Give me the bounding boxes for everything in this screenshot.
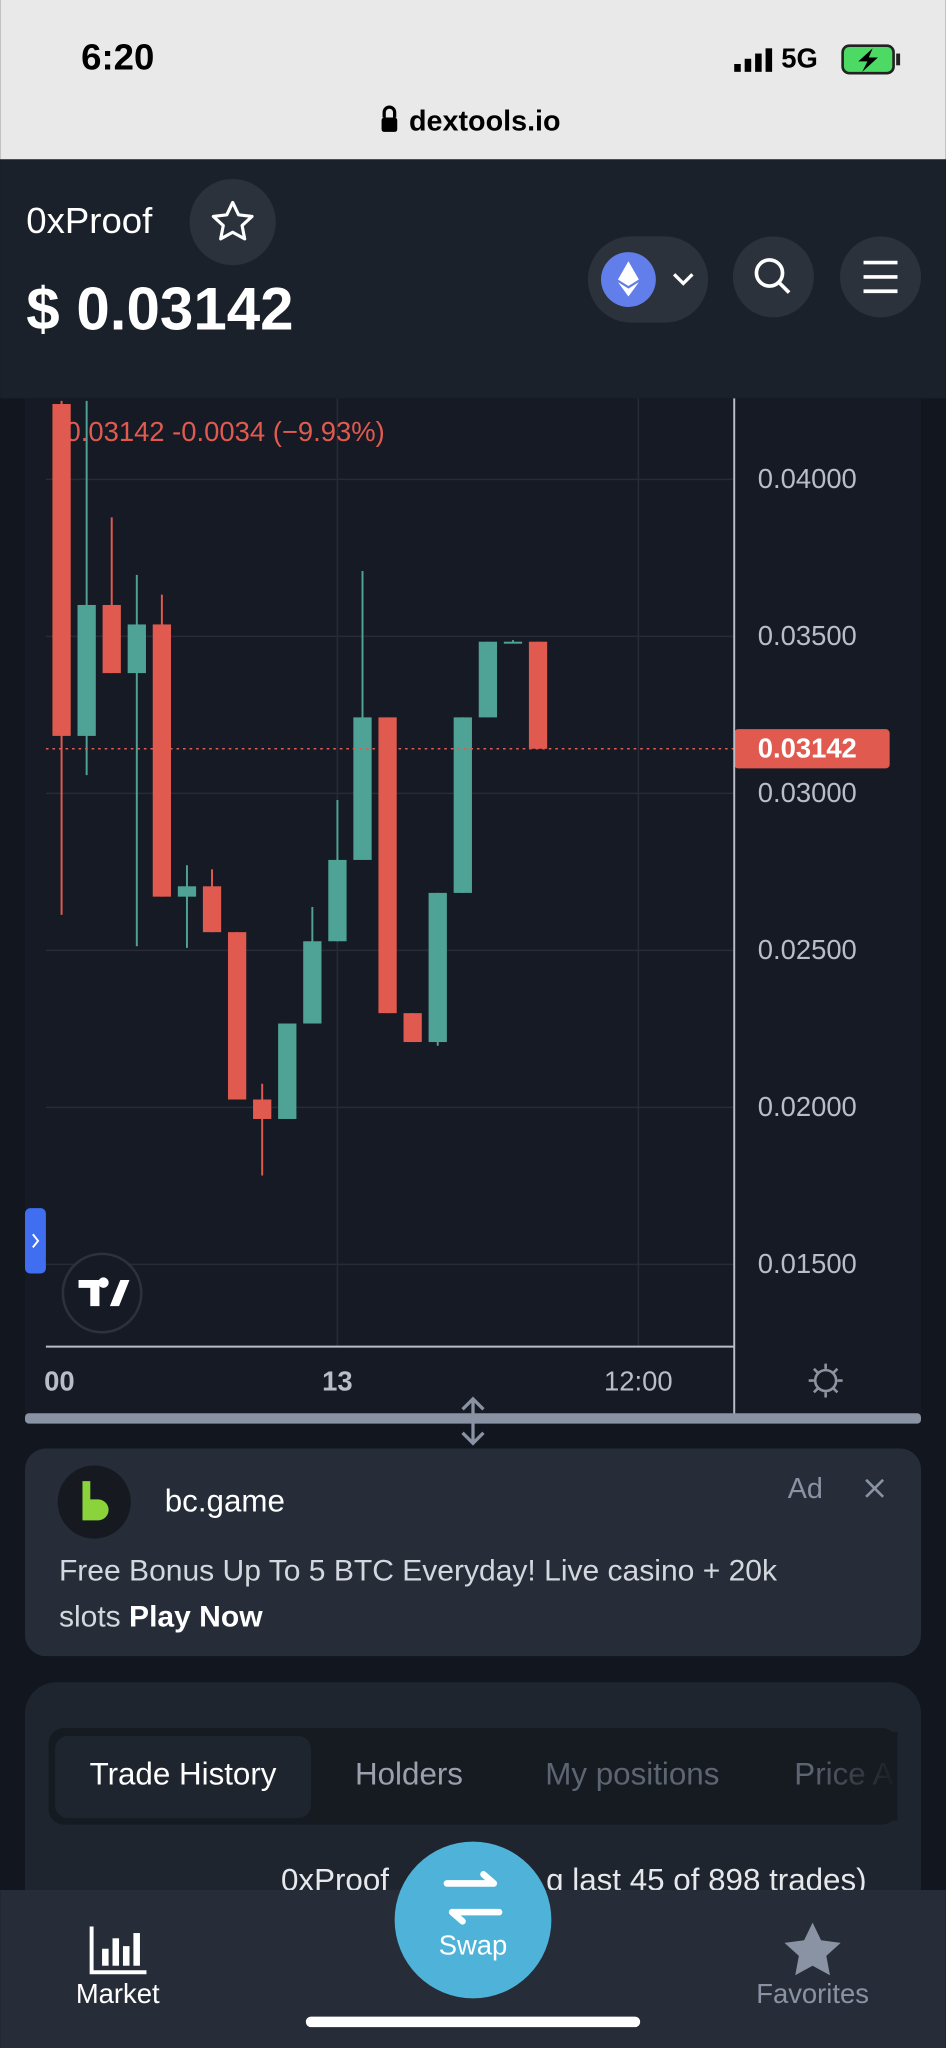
- home-indicator: [305, 2016, 641, 2028]
- candle-body: [77, 604, 96, 736]
- url: dextools.io: [409, 105, 561, 137]
- nav-label[interactable]: Favorites: [756, 1978, 869, 2009]
- candle-body: [202, 886, 222, 933]
- tv-glyph: [78, 1277, 130, 1307]
- ad-text-line2: slots: [59, 1600, 121, 1633]
- menu-icon: [863, 260, 898, 294]
- clock: 6:20: [81, 37, 154, 78]
- candle-body: [278, 1023, 297, 1119]
- search-icon: [754, 258, 791, 294]
- ad-cta[interactable]: Play Now: [129, 1600, 263, 1633]
- ad-close[interactable]: [865, 1478, 885, 1498]
- last-price-label: 0.03142: [758, 732, 857, 763]
- candle-body: [102, 604, 121, 674]
- ad-text: slots Play Now: [59, 1600, 263, 1633]
- side-tab[interactable]: [25, 1208, 46, 1274]
- active-tab[interactable]: [55, 1735, 312, 1819]
- ad-text: Free Bonus Up To 5 BTC Everyday! Live ca…: [59, 1555, 778, 1588]
- candle-body: [503, 641, 523, 644]
- candle-body: [528, 641, 548, 749]
- x-tick-label: 13: [322, 1365, 352, 1396]
- favorites-icon[interactable]: [784, 1922, 841, 1976]
- side-tab-arrow: [32, 1233, 40, 1248]
- chevron: [672, 273, 694, 286]
- y-tick-label: 0.03000: [758, 777, 857, 808]
- candle-body: [127, 624, 146, 674]
- ad-brand: bc.game: [165, 1484, 285, 1519]
- ad-tag: Ad: [788, 1473, 823, 1505]
- candle-body: [177, 886, 197, 897]
- status-bar: [0, 0, 946, 160]
- candle-body: [253, 1099, 272, 1119]
- y-tick-label: 0.02500: [758, 934, 857, 965]
- candle-body: [353, 717, 372, 860]
- signal-icon: [734, 48, 773, 72]
- candle-body: [152, 624, 172, 897]
- candle-body: [328, 859, 347, 942]
- price: $ 0.03142: [26, 275, 293, 342]
- y-tick-label: 0.01500: [758, 1248, 857, 1279]
- candle-body: [52, 404, 71, 736]
- candle-body: [303, 941, 322, 1024]
- nav-label[interactable]: Swap: [439, 1930, 508, 1961]
- token-name: 0xProof: [26, 200, 153, 241]
- last-price-tag: [734, 729, 890, 769]
- candle-body: [227, 932, 247, 1100]
- ohlc-readout: 0.03142 -0.0034 (−9.93%): [65, 416, 384, 447]
- candle-body: [478, 641, 498, 718]
- resize-handle[interactable]: [461, 1396, 485, 1446]
- ad-logo-glyph: [82, 1481, 109, 1521]
- tab[interactable]: Trade History: [90, 1757, 277, 1792]
- swap-button[interactable]: [394, 1841, 552, 1999]
- candle-body: [403, 1013, 422, 1043]
- battery-icon: [841, 44, 901, 75]
- x-tick-label: 00: [44, 1365, 74, 1396]
- eth-glyph: [617, 261, 639, 297]
- tab[interactable]: My positions: [545, 1757, 719, 1792]
- market-icon[interactable]: [89, 1926, 147, 1975]
- favorite-button[interactable]: [189, 178, 276, 266]
- settings-icon[interactable]: [808, 1363, 843, 1398]
- lock-icon: [381, 105, 398, 132]
- nav-label[interactable]: Market: [76, 1978, 160, 2009]
- chart-panel: [25, 398, 921, 1418]
- ad-card[interactable]: [25, 1448, 921, 1657]
- network: 5G: [781, 42, 818, 73]
- y-tick-label: 0.02000: [758, 1091, 857, 1122]
- swap-icon: [443, 1871, 503, 1925]
- y-tick-label: 0.04000: [758, 463, 857, 494]
- candle-body: [378, 717, 397, 1014]
- tradingview-logo[interactable]: [61, 1252, 143, 1334]
- y-tick-label: 0.03500: [758, 620, 857, 651]
- chart: 0.01500 0.02000 0.02500 0.03000 0.03500 0.040…: [44, 398, 890, 1396]
- search-button[interactable]: [732, 236, 814, 318]
- x-tick-label: 12:00: [604, 1365, 673, 1396]
- plot-area: [52, 400, 548, 1176]
- candle-body: [428, 892, 447, 1043]
- candle-body: [453, 717, 472, 893]
- tab-fade: [809, 1731, 898, 1821]
- star-icon: [211, 200, 254, 241]
- tab[interactable]: Holders: [355, 1757, 463, 1792]
